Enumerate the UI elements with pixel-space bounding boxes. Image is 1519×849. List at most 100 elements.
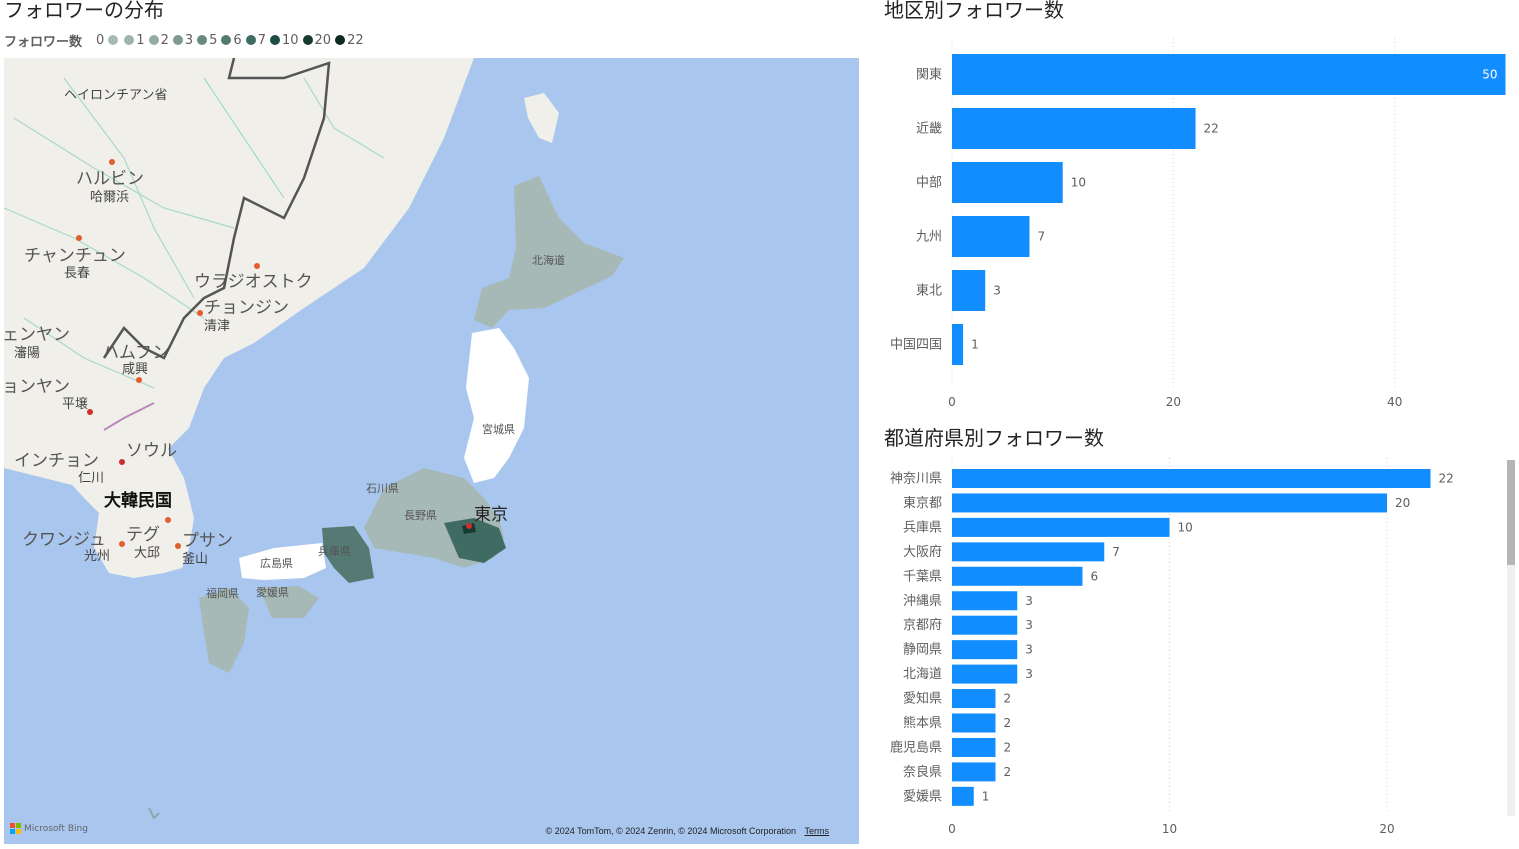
bar[interactable] — [952, 664, 1018, 684]
label-fukuoka: 福岡県 — [206, 587, 239, 600]
category-label: 奈良県 — [903, 764, 942, 780]
bar[interactable] — [952, 689, 996, 709]
label-korea: 大韓民国 — [104, 491, 172, 511]
data-label: 2 — [1004, 740, 1012, 754]
x-tick-label: 20 — [1379, 822, 1394, 836]
bar[interactable] — [952, 517, 1170, 537]
legend-item: 6 — [221, 32, 242, 48]
bar[interactable] — [952, 566, 1083, 586]
kinki — [322, 526, 374, 583]
label-harbin-sub: 哈爾浜 — [90, 190, 130, 205]
label-chongjin-sub: 清津 — [204, 319, 231, 334]
category-label: 近畿 — [916, 122, 942, 137]
legend-label: 6 — [233, 32, 242, 48]
legend-item: 2 — [148, 33, 169, 48]
bar[interactable] — [952, 591, 1018, 611]
category-label: 関東 — [916, 67, 942, 83]
bar[interactable] — [952, 270, 986, 311]
bar[interactable] — [952, 762, 996, 782]
category-label: 京都府 — [903, 618, 942, 633]
bar[interactable] — [952, 542, 1105, 562]
category-label: 愛媛県 — [903, 789, 942, 804]
bar[interactable] — [952, 640, 1018, 660]
data-label: 2 — [1004, 765, 1012, 779]
legend-item: 20 — [302, 32, 332, 48]
honshu-north — [464, 328, 529, 483]
legend-item: 7 — [245, 33, 266, 48]
bar[interactable] — [952, 615, 1018, 635]
bar[interactable] — [952, 469, 1431, 488]
bar[interactable] — [952, 162, 1063, 203]
label-heilongjiang: ヘイロンチアン省 — [64, 88, 168, 103]
shikoku — [259, 586, 319, 618]
data-label: 2 — [1004, 692, 1012, 706]
hokkaido — [474, 176, 624, 328]
category-label: 熊本県 — [903, 715, 942, 731]
legend-label: 0 — [96, 32, 105, 48]
label-hiroshima: 広島県 — [260, 557, 293, 570]
sakhalin-island — [524, 93, 559, 143]
legend-label: 20 — [314, 32, 332, 48]
legend-items: 0 1 2 3 5 6 7 10 20 22 — [96, 33, 368, 48]
label-ehime: 愛媛県 — [256, 586, 289, 599]
data-label: 20 — [1395, 496, 1410, 510]
legend-label: 3 — [184, 32, 194, 48]
kyushu — [199, 588, 249, 673]
bar[interactable] — [952, 324, 964, 365]
legend-item: 0 — [96, 33, 120, 48]
label-harbin: ハルビン — [76, 169, 144, 189]
legend-item: 5 — [197, 33, 217, 48]
category-label: 大阪府 — [903, 545, 942, 560]
label-busan-sub: 釜山 — [182, 552, 209, 567]
legend-label: 10 — [281, 32, 299, 48]
category-label: 鹿児島県 — [890, 739, 942, 755]
label-daegu-sub: 大邱 — [134, 546, 161, 561]
pref-chart-scrollbar[interactable] — [1507, 460, 1515, 816]
label-ishikawa: 石川県 — [366, 482, 399, 495]
map-legend: フォロワー数 0 1 2 3 5 6 7 10 20 22 — [4, 29, 368, 51]
label-hokkaido: 北海道 — [532, 254, 565, 267]
legend-item: 22 — [335, 33, 364, 48]
legend-item: 10 — [269, 32, 299, 48]
izu — [148, 807, 160, 820]
legend-label: 5 — [209, 32, 218, 48]
data-label: 3 — [1025, 618, 1033, 632]
bar[interactable] — [952, 108, 1196, 149]
bar[interactable] — [952, 713, 996, 733]
legend-dot-icon — [148, 35, 159, 45]
pref-chart-scrollbar-thumb[interactable] — [1507, 460, 1515, 565]
category-label: 静岡県 — [903, 643, 942, 658]
terms-link[interactable]: Terms — [804, 826, 830, 836]
data-label: 3 — [1025, 667, 1033, 681]
bar[interactable] — [952, 216, 1030, 257]
legend-title: フォロワー数 — [4, 34, 83, 50]
continent-landmass — [4, 58, 474, 488]
bing-logo-text: Microsoft Bing — [24, 823, 88, 834]
legend-dot-icon — [124, 35, 135, 45]
label-hamhung-sub: 咸興 — [122, 362, 149, 377]
x-tick-label: 0 — [948, 822, 956, 836]
bing-map[interactable]: ヘイロンチアン省 ハルビン 哈爾浜 チャンチュン 長春 ウラジオストク チョンジ… — [4, 58, 859, 844]
bar[interactable] — [952, 54, 1506, 95]
label-hyogo: 兵庫県 — [318, 545, 351, 558]
copyright-text: © 2024 TomTom, © 2024 Zenrin, © 2024 Mic… — [545, 826, 796, 836]
label-nagano: 長野県 — [404, 509, 437, 522]
bar[interactable] — [952, 493, 1387, 513]
legend-item: 1 — [124, 32, 145, 48]
data-label: 2 — [1004, 716, 1012, 730]
bar[interactable] — [952, 786, 974, 806]
legend-label: 1 — [136, 32, 145, 48]
legend-dot-icon — [108, 35, 119, 45]
data-label: 10 — [1071, 176, 1086, 190]
category-label: 東北 — [916, 283, 942, 299]
microsoft-logo-icon — [10, 823, 21, 834]
map-canvas — [4, 58, 624, 820]
legend-dot-icon — [335, 35, 346, 45]
category-label: 中部 — [916, 176, 942, 191]
data-label: 6 — [1091, 569, 1099, 583]
data-label: 3 — [1025, 594, 1033, 608]
label-gwangju: クワンジュ — [22, 530, 106, 550]
region-chart-title: 地区別フォロワー数 — [884, 0, 1064, 22]
data-label: 1 — [971, 338, 979, 352]
bar[interactable] — [952, 737, 996, 757]
